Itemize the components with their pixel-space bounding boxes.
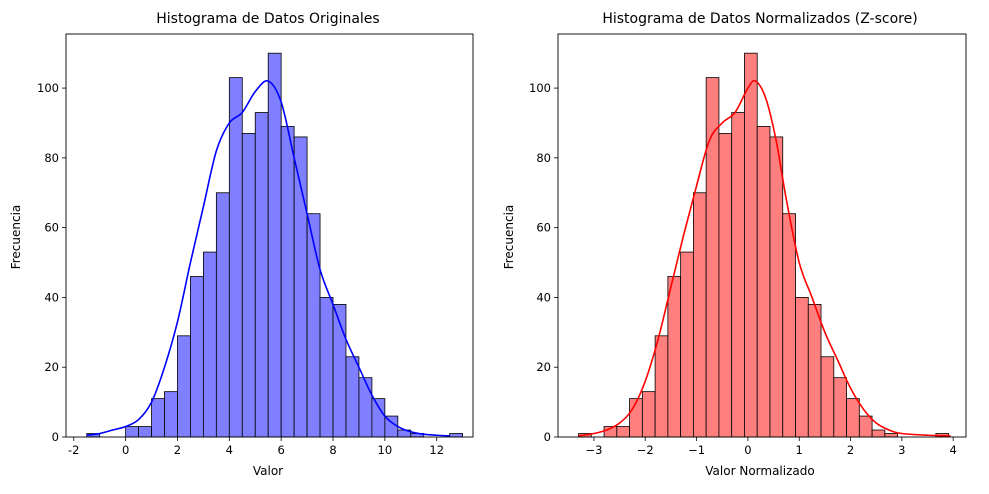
x-tick-label: 2	[174, 443, 181, 457]
y-tick-label: 40	[536, 290, 551, 304]
x-tick-label: −3	[585, 443, 602, 457]
kde-curve	[86, 80, 450, 437]
x-tick-label: 4	[950, 443, 957, 457]
x-tick-label: 8	[329, 443, 336, 457]
plot-frame	[557, 33, 967, 438]
y-tick-label: 0	[52, 430, 59, 444]
y-tick-label: 100	[529, 81, 551, 95]
x-tick-label: 3	[898, 443, 905, 457]
histogram-bar	[871, 429, 886, 438]
histogram-bar	[744, 52, 758, 438]
histogram-bar	[616, 426, 630, 438]
histogram-bar	[884, 433, 899, 438]
histogram-bar	[795, 297, 809, 438]
histogram-bar	[846, 398, 860, 438]
histogram-bar	[371, 398, 386, 438]
histogram-bar	[228, 77, 243, 438]
histogram-bar	[280, 126, 295, 438]
histogram-bar	[833, 377, 847, 438]
histogram-bar	[692, 192, 707, 438]
x-tick-label: 0	[122, 443, 129, 457]
y-tick-label: 80	[536, 151, 551, 165]
y-tick-label: 40	[44, 290, 59, 304]
histogram-bar	[345, 356, 360, 438]
histogram-bar	[858, 415, 873, 438]
histogram-bar	[190, 276, 204, 438]
chart-normalized: Histograma de Datos Normalizados (Z-scor…	[502, 11, 967, 478]
histogram-bar	[641, 391, 656, 438]
histogram-bar	[164, 391, 178, 438]
histogram-bar	[254, 112, 269, 438]
histogram-bar	[267, 52, 282, 438]
histogram-bar	[306, 213, 321, 438]
histogram-bar	[680, 251, 694, 438]
y-tick-label: 20	[536, 360, 551, 374]
histogram-bar	[215, 192, 230, 438]
y-tick-label: 20	[44, 360, 59, 374]
histogram-bar	[667, 276, 682, 438]
x-tick-label: -2	[68, 443, 79, 457]
x-tick-label: 12	[429, 443, 444, 457]
histogram-bar	[731, 112, 745, 438]
histogram-bar	[293, 136, 308, 438]
x-axis-label-original: Valor	[253, 464, 283, 478]
x-tick-label: 6	[278, 443, 285, 457]
y-axis-label-normalized: Frecuencia	[502, 205, 516, 270]
histogram-bar	[319, 297, 334, 438]
y-axis-label-original: Frecuencia	[9, 205, 23, 270]
x-axis-label-normalized: Valor Normalizado	[705, 464, 814, 478]
histogram-bar	[654, 335, 669, 438]
y-tick-label: 60	[536, 221, 551, 235]
chart-original: Histograma de Datos Originales Valor Fre…	[9, 11, 474, 478]
histogram-bar	[151, 398, 165, 438]
histogram-bar	[705, 77, 720, 438]
x-tick-label: 1	[796, 443, 803, 457]
x-tick-label: 10	[378, 443, 393, 457]
histogram-bar	[782, 213, 796, 438]
chart-title-original: Histograma de Datos Originales	[156, 11, 379, 27]
histogram-bar	[769, 136, 784, 438]
chart-title-normalized: Histograma de Datos Normalizados (Z-scor…	[602, 11, 917, 27]
x-tick-label: 0	[744, 443, 751, 457]
histogram-bar	[358, 377, 373, 438]
histogram-bar	[125, 426, 139, 438]
y-tick-label: 0	[544, 430, 551, 444]
histogram-bar	[807, 304, 822, 438]
histogram-bar	[718, 133, 733, 438]
x-tick-label: 4	[226, 443, 233, 457]
histogram-bar	[756, 126, 771, 438]
x-tick-label: 2	[847, 443, 854, 457]
histogram-bar	[138, 426, 152, 438]
histogram-bar	[241, 133, 256, 438]
x-tick-label: −1	[688, 443, 705, 457]
y-tick-label: 60	[44, 221, 59, 235]
kde-curve	[578, 79, 951, 437]
plot-frame	[65, 33, 474, 438]
histogram-bar	[449, 433, 464, 438]
y-tick-label: 100	[37, 81, 59, 95]
y-tick-label: 80	[44, 151, 59, 165]
histogram-bar	[202, 251, 217, 438]
histogram-bar	[820, 356, 835, 438]
x-tick-label: −2	[637, 443, 654, 457]
histogram-bar	[177, 335, 191, 438]
